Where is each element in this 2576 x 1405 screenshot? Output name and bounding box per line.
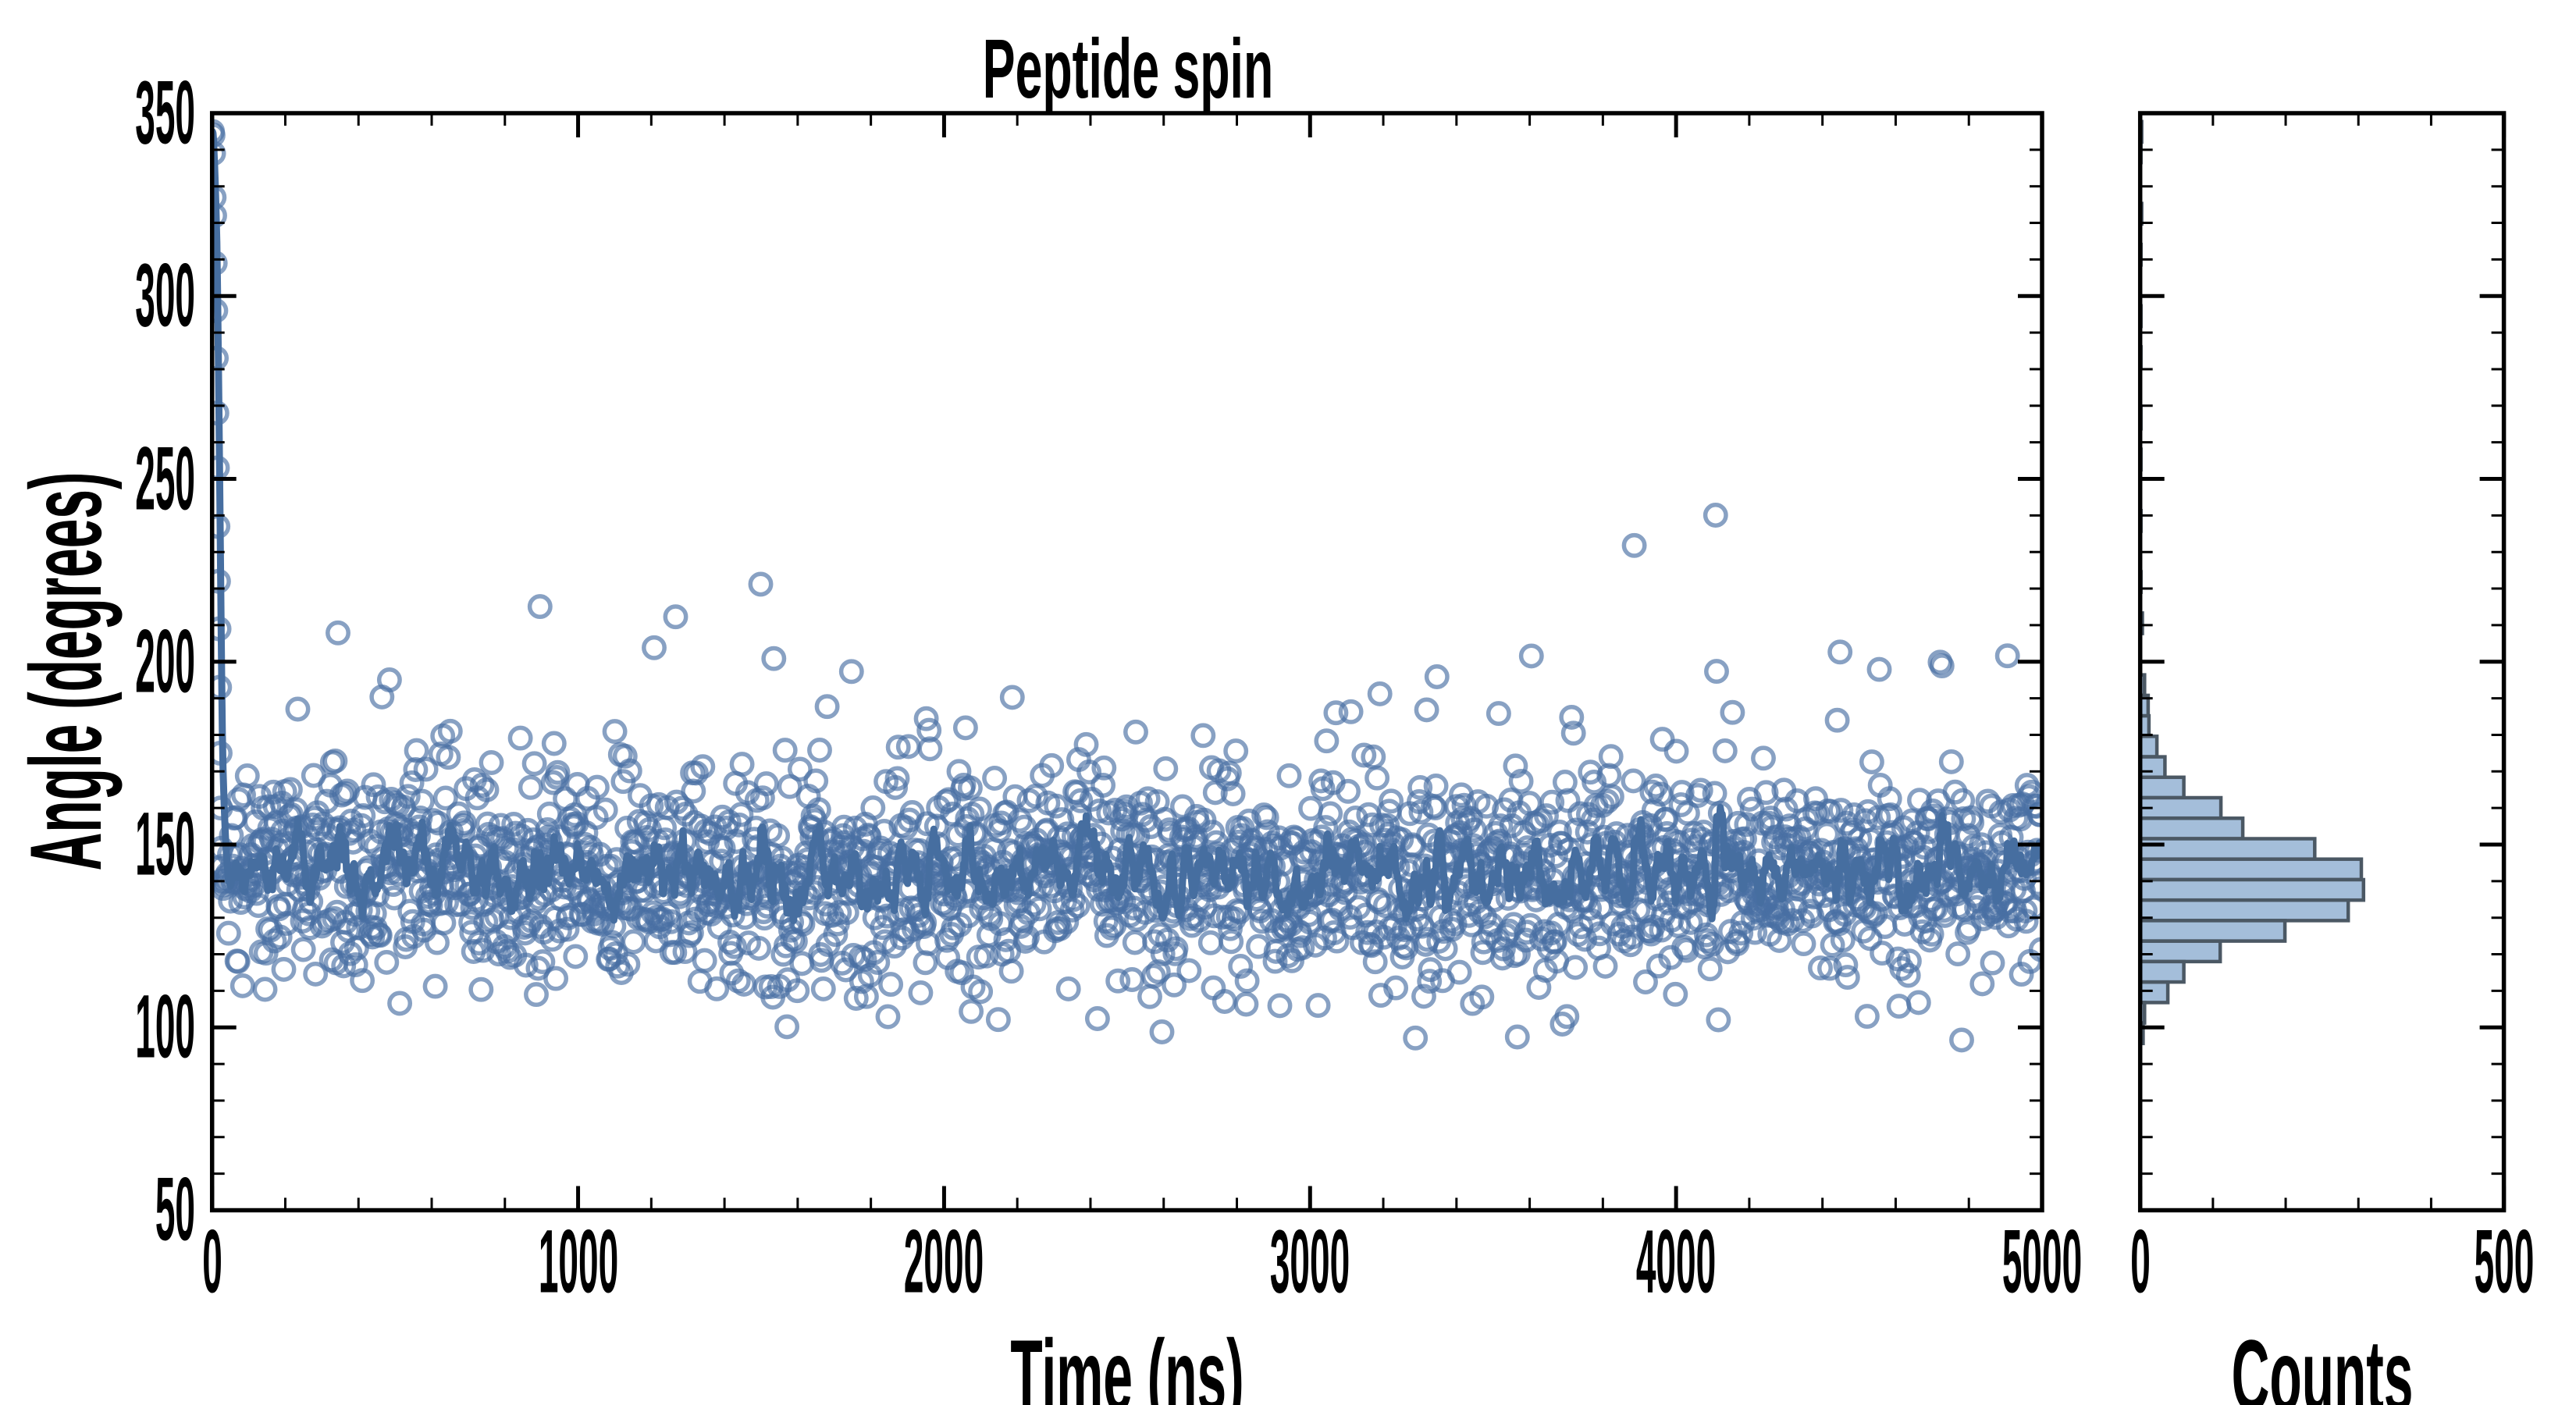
- x-tick-2000: 2000: [903, 1211, 984, 1312]
- x-tick-3000: 3000: [1269, 1211, 1350, 1312]
- y-tick-100: 100: [135, 976, 195, 1077]
- x-tick-0: 0: [202, 1211, 222, 1312]
- hist-tick-0: 0: [2130, 1211, 2151, 1312]
- x-tick-4000: 4000: [1635, 1211, 1717, 1312]
- y-tick-50: 50: [155, 1159, 195, 1260]
- x-tick-1000: 1000: [538, 1211, 619, 1312]
- histogram-bars: [2140, 119, 2366, 1046]
- y-axis-label: Angle (degrees): [9, 471, 123, 871]
- counts-axis-label: Counts: [2231, 1318, 2414, 1405]
- hist-tick-500: 500: [2474, 1211, 2535, 1312]
- y-tick-200: 200: [135, 611, 195, 712]
- axes-frame: [209, 111, 2507, 1213]
- y-tick-350: 350: [135, 62, 195, 163]
- x-tick-5000: 5000: [2001, 1211, 2083, 1312]
- y-tick-150: 150: [135, 794, 195, 895]
- running-mean-line: [212, 127, 2043, 924]
- x-axis-label: Time (ns): [1010, 1318, 1244, 1405]
- chart-title: Peptide spin: [982, 21, 1274, 116]
- scatter-points: [212, 119, 2043, 1053]
- y-tick-250: 250: [135, 429, 195, 529]
- y-tick-300: 300: [135, 245, 195, 346]
